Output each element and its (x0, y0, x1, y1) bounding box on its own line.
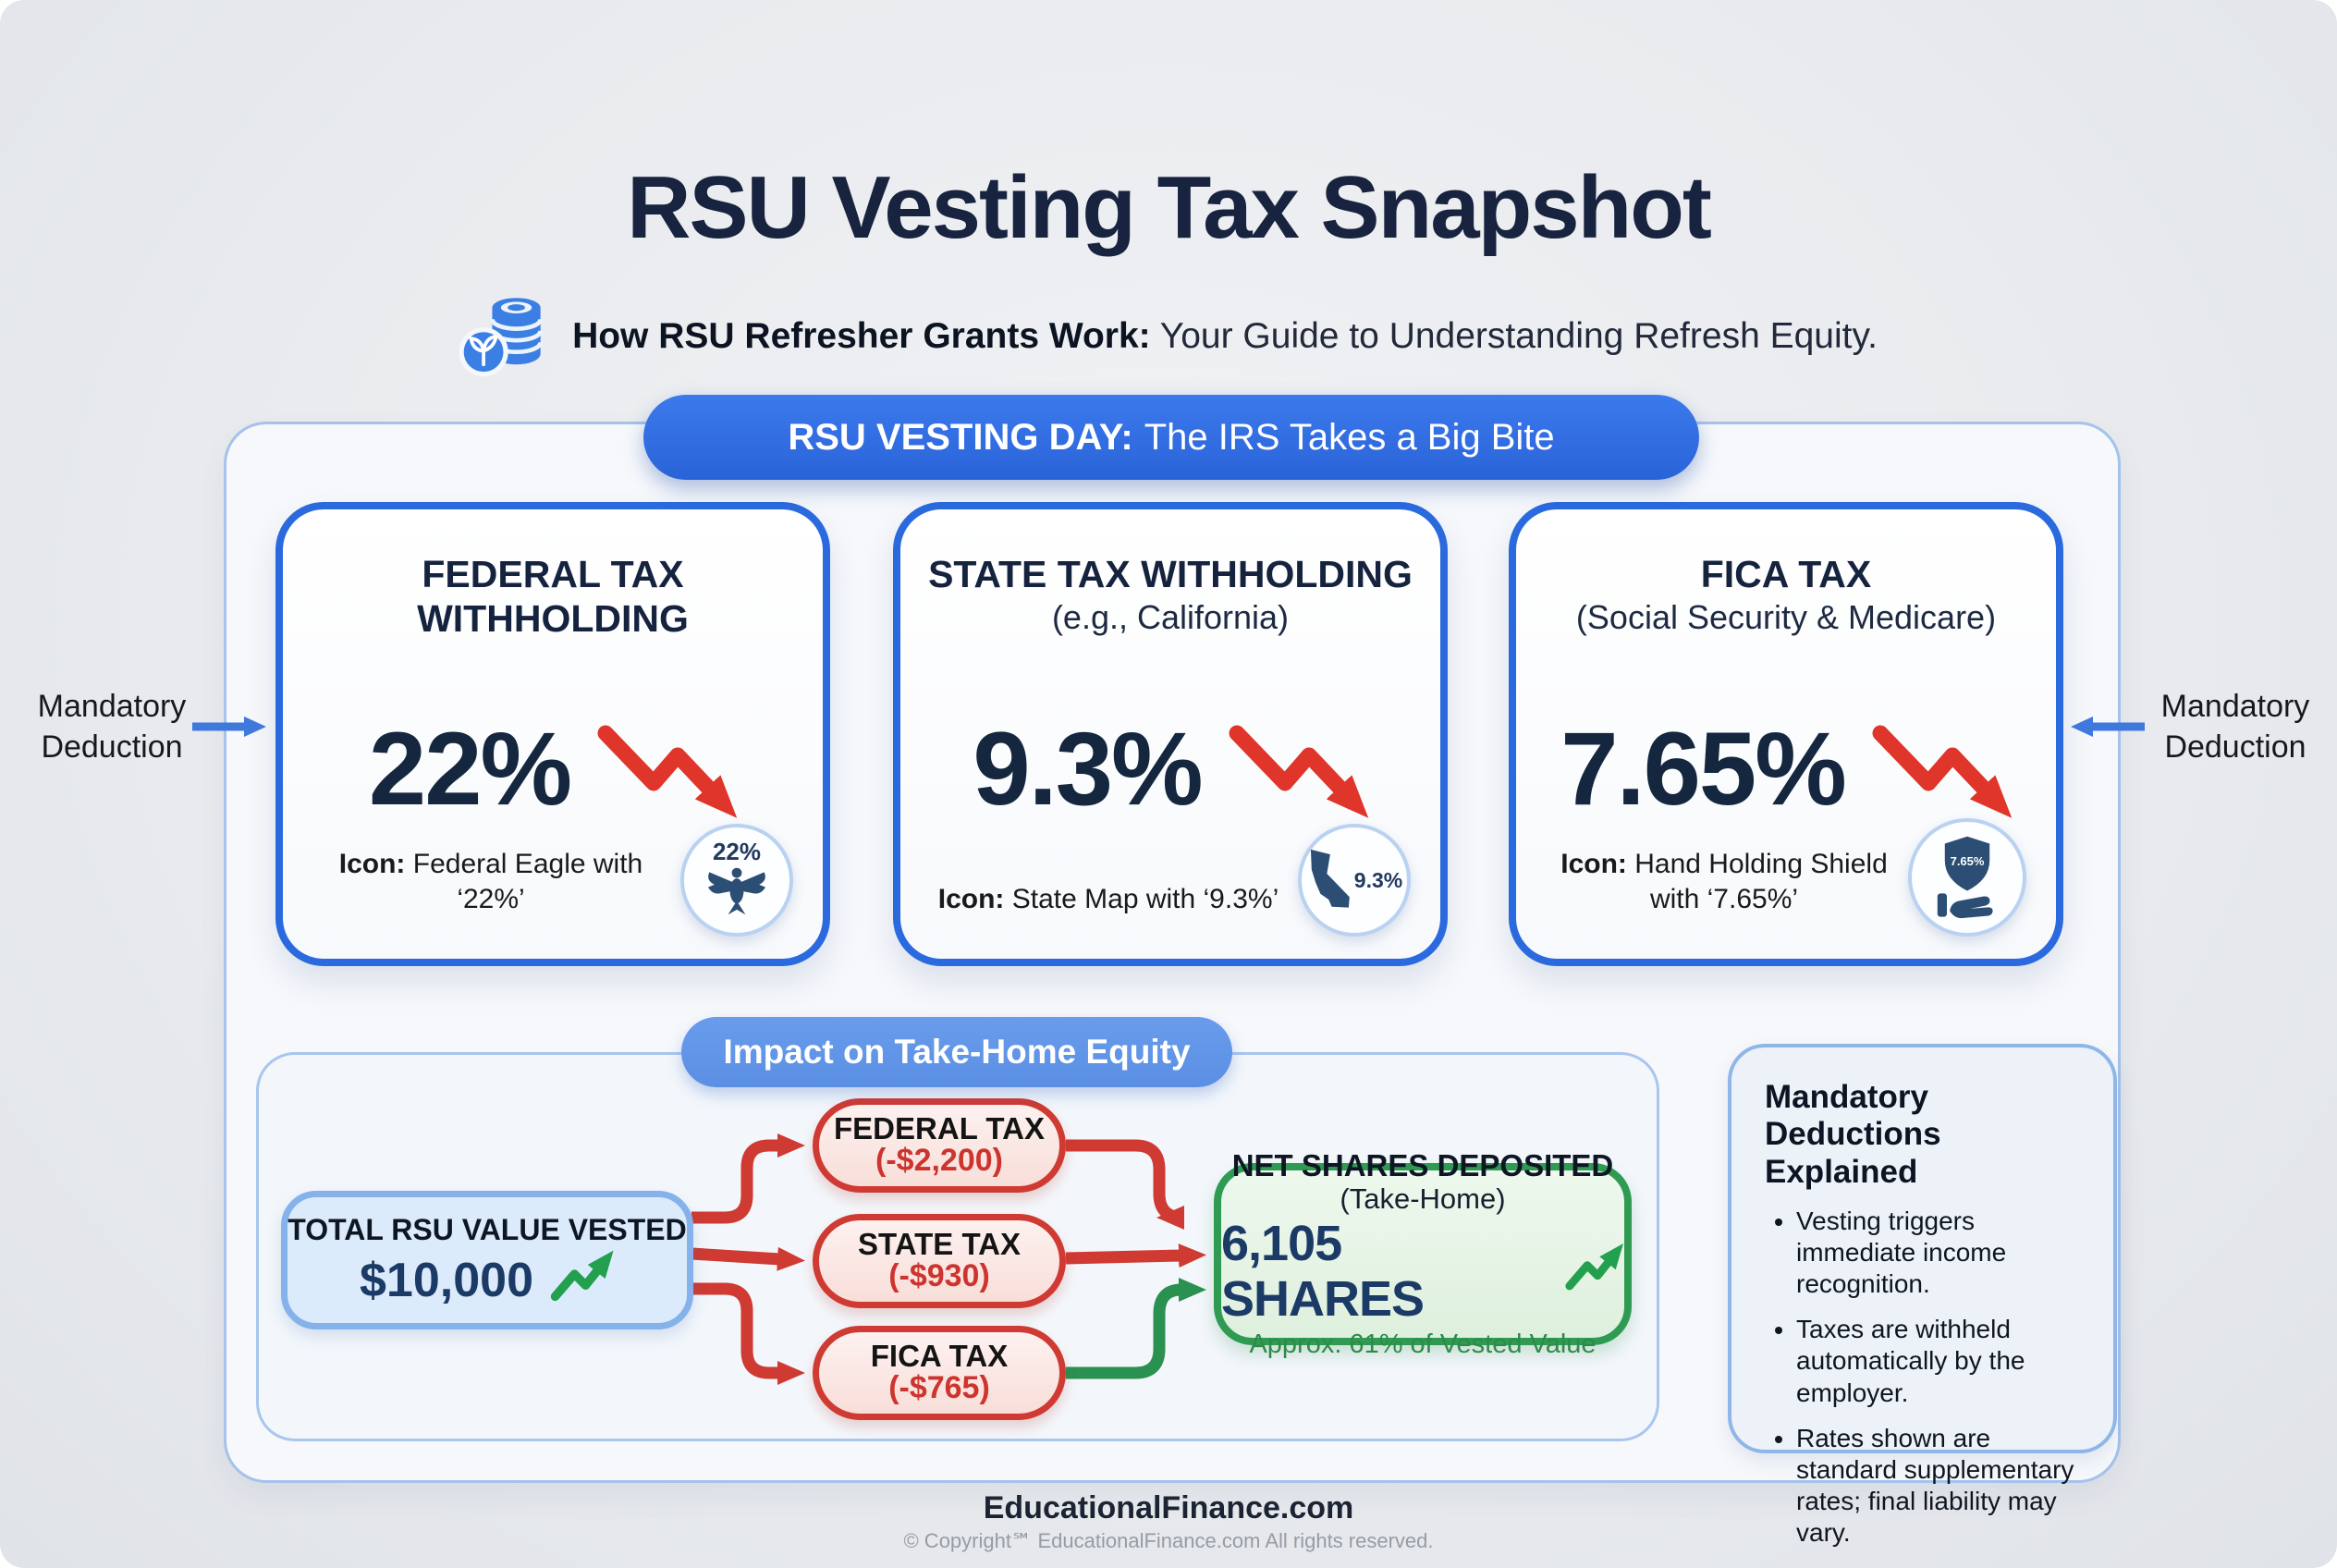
page-title: RSU Vesting Tax Snapshot (627, 158, 1712, 257)
red-decline-arrow-icon (597, 725, 738, 818)
badge-label: 9.3% (1353, 867, 1403, 892)
california-badge: 9.3% (1298, 824, 1411, 937)
federal-tax-card: FEDERAL TAX WITHHOLDING 22% Icon: Federa… (275, 502, 830, 966)
page-subtitle: How RSU Refresher Grants Work: Your Guid… (572, 316, 1878, 357)
card-title: FICA TAX (1700, 553, 1872, 595)
pill-amount: (-$930) (888, 1258, 990, 1294)
footer-copyright: © Copyright℠ EducationalFinance.com All … (903, 1529, 1434, 1552)
banner-bold: RSU VESTING DAY: (788, 416, 1133, 458)
net-shares-sublabel: (Take-Home) (1340, 1182, 1506, 1215)
icon-caption-text: State Map with ‘9.3%’ (1004, 883, 1279, 914)
state-rate-value: 9.3% (973, 710, 1203, 827)
badge-label: 22% (712, 838, 762, 865)
hand-icon (1937, 893, 1993, 919)
net-shares-label: NET SHARES DEPOSITED (1231, 1147, 1614, 1182)
banner-rest: The IRS Takes a Big Bite (1144, 416, 1555, 458)
pill-amount: (-$2,200) (875, 1143, 1003, 1179)
card-title: FEDERAL TAX WITHHOLDING (417, 553, 689, 641)
explainer-heading: Mandatory Deductions Explained (1765, 1079, 1941, 1190)
arrow-left-icon (2071, 717, 2145, 737)
rate-row: 22% (283, 705, 823, 831)
explainer-bullet: Reduces the number of shares or cash you… (1796, 1562, 2086, 1568)
card-subtitle: (Social Security & Medicare) (1575, 598, 1997, 637)
total-rsu-label: TOTAL RSU VALUE VESTED (288, 1212, 687, 1246)
state-tax-pill: STATE TAX (-$930) (813, 1214, 1066, 1308)
icon-caption-text: Hand Holding Shield with ‘7.65%’ (1626, 849, 1888, 914)
fica-rate-value: 7.65% (1560, 710, 1847, 827)
icon-caption: Icon: State Map with ‘9.3%’ (930, 882, 1287, 917)
coins-sprout-icon (459, 292, 548, 381)
red-decline-arrow-icon (1872, 725, 2012, 818)
mandatory-deduction-label-right: Mandatory Deduction (2160, 689, 2310, 766)
eagle-badge: 22% (680, 824, 793, 937)
subtitle-rest: Your Guide to Understanding Refresh Equi… (1150, 316, 1878, 356)
explainer-panel: Mandatory Deductions Explained Vesting t… (1728, 1044, 2117, 1568)
explainer-bullet: Vesting triggers immediate income recogn… (1796, 1206, 2086, 1300)
subtitle-bold: How RSU Refresher Grants Work: (572, 316, 1151, 356)
state-tax-card: STATE TAX WITHHOLDING (e.g., California)… (893, 502, 1448, 966)
explainer-list: Vesting triggers immediate income recogn… (1765, 1206, 2086, 1568)
subtitle-row: How RSU Refresher Grants Work: Your Guid… (0, 288, 2337, 385)
card-title: STATE TAX WITHHOLDING (928, 553, 1413, 595)
green-growth-arrow-icon (1565, 1243, 1623, 1291)
explainer-bullet: Rates shown are standard supplementary r… (1796, 1423, 2086, 1550)
eagle-icon (708, 867, 765, 915)
mandatory-deduction-label-left: Mandatory Deduction (37, 689, 187, 766)
rate-row: 7.65% (1516, 705, 2056, 831)
california-map-icon (1310, 849, 1350, 908)
icon-caption: Icon: Hand Holding Shield with ‘7.65%’ (1546, 847, 1903, 916)
arrow-right-icon (192, 717, 266, 737)
shield-hand-badge: 7.65% (1908, 818, 2026, 937)
pill-amount: (-$765) (888, 1370, 990, 1406)
icon-caption-bold: Icon: (338, 849, 406, 879)
fica-tax-card: FICA TAX (Social Security & Medicare) 7.… (1509, 502, 2063, 966)
icon-caption-text: Federal Eagle with ‘22%’ (405, 849, 643, 914)
net-shares-value: 6,105 SHARES (1221, 1215, 1425, 1328)
rate-row: 9.3% (900, 705, 1440, 831)
federal-rate-value: 22% (368, 710, 572, 827)
red-decline-arrow-icon (1229, 725, 1368, 818)
pill-label: STATE TAX (858, 1226, 1021, 1261)
impact-heading: Impact on Take-Home Equity (681, 1017, 1232, 1087)
vesting-day-banner: RSU VESTING DAY: The IRS Takes a Big Bit… (643, 395, 1699, 480)
explainer-bullet: Taxes are withheld automatically by the … (1796, 1314, 2086, 1408)
svg-text:7.65%: 7.65% (1951, 854, 1985, 868)
icon-caption-bold: Icon: (937, 883, 1005, 914)
green-growth-arrow-icon (550, 1250, 614, 1301)
card-subtitle: (e.g., California) (1051, 598, 1290, 637)
total-rsu-value: $10,000 (360, 1253, 533, 1307)
federal-tax-pill: FEDERAL TAX (-$2,200) (813, 1098, 1066, 1193)
net-shares-note: Approx. 61% of Vested Value (1249, 1329, 1597, 1359)
pill-label: FEDERAL TAX (834, 1110, 1045, 1145)
pill-label: FICA TAX (870, 1338, 1009, 1373)
fica-tax-pill: FICA TAX (-$765) (813, 1326, 1066, 1420)
icon-caption: Icon: Federal Eagle with ‘22%’ (312, 847, 669, 916)
total-rsu-box: TOTAL RSU VALUE VESTED $10,000 (281, 1191, 693, 1329)
footer-site: EducationalFinance.com (983, 1490, 1354, 1525)
net-shares-box: NET SHARES DEPOSITED (Take-Home) 6,105 S… (1214, 1148, 1632, 1359)
shield-icon: 7.65% (1944, 836, 1990, 891)
icon-caption-bold: Icon: (1560, 849, 1627, 879)
